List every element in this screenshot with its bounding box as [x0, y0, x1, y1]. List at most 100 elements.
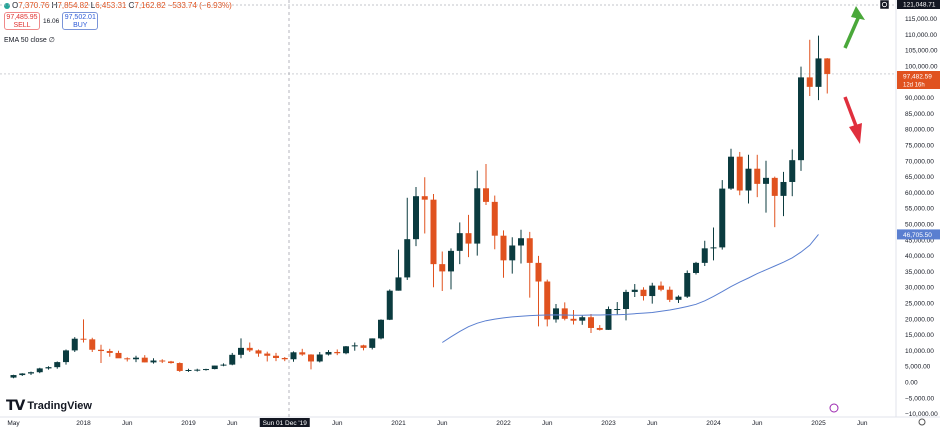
ema-price-label: 46,705.50 [903, 232, 932, 239]
candle-down [80, 338, 87, 340]
candle-up [710, 247, 717, 249]
candle-up [343, 346, 349, 354]
candle-down [115, 352, 122, 359]
y-tick-label: 30,000.00 [905, 285, 934, 292]
ohlc-close-value: 7,162.82 [134, 1, 166, 10]
candle-up [133, 357, 139, 360]
candle-up [19, 373, 26, 376]
candle-up [395, 277, 402, 291]
ohlc-low-key: L [90, 1, 96, 10]
crosshair-time-label-bg [259, 418, 310, 427]
current-price-bg [897, 71, 940, 89]
sell-button[interactable]: 97,485.95 SELL [4, 12, 40, 30]
x-tick-label: 2022 [496, 420, 511, 427]
y-tick-label: −10,000.00 [905, 411, 938, 418]
y-tick-label: 105,000.00 [905, 48, 938, 55]
x-tick-label: May [7, 420, 20, 427]
candle-up [798, 77, 804, 161]
x-tick-label: 2018 [76, 420, 91, 427]
candle-up [54, 362, 61, 368]
candle-down [465, 233, 472, 244]
candle-up [553, 308, 559, 320]
candle-up [71, 338, 78, 351]
settings-icon [879, 0, 890, 10]
red-down-arrow [843, 96, 858, 127]
candle-up [28, 372, 34, 374]
candle-down [299, 352, 306, 355]
x-tick-label: Jun [227, 420, 238, 427]
trade-panel: 97,485.95 SELL 16.06 97,502.01 BUY [4, 12, 99, 30]
candle-down [483, 188, 489, 202]
candle-down [246, 347, 253, 351]
candle-down [491, 201, 498, 236]
candle-down [658, 285, 664, 290]
candle-down [141, 357, 148, 363]
candle-up [509, 245, 516, 261]
candle-up [815, 58, 822, 87]
x-tick-label: 2025 [811, 420, 826, 427]
candle-down [561, 308, 568, 319]
candle-up [789, 160, 796, 182]
y-tick-label: 55,000.00 [905, 206, 934, 213]
x-tick-label: Jun [857, 420, 868, 427]
candle-down [273, 355, 279, 358]
candle-down [806, 77, 813, 87]
y-tick-label: 110,000.00 [905, 32, 937, 39]
indicator-legend[interactable]: EMA 50 close ∅ [4, 36, 55, 44]
candle-down [588, 317, 594, 328]
status-dot-icon [4, 2, 10, 9]
candle-up [325, 351, 332, 355]
x-tick-label: Jun [542, 420, 553, 427]
candle-up [579, 317, 586, 321]
candle-up [63, 350, 69, 363]
candle-up [701, 248, 708, 263]
candle-up [413, 196, 419, 240]
candle-up [631, 289, 638, 292]
x-tick-label: Jun [437, 420, 448, 427]
y-tick-label: 25,000.00 [905, 301, 934, 308]
candle-up [745, 168, 752, 191]
candle-up [378, 319, 384, 339]
candle-up [404, 239, 411, 278]
candle-down [439, 264, 446, 272]
logo-text: TradingView [27, 400, 92, 412]
y-tick-label: 90,000.00 [905, 95, 934, 102]
candle-down [264, 353, 271, 356]
candle-down [535, 262, 542, 282]
y-tick-label: 35,000.00 [905, 269, 934, 276]
y-tick-label: 40,000.00 [905, 253, 934, 260]
candle-down [98, 349, 104, 352]
candle-up [203, 369, 209, 371]
candle-up [185, 369, 192, 371]
candle-up [675, 296, 682, 300]
ohlc-high-value: 7,854.82 [57, 1, 89, 10]
candle-down [159, 360, 166, 362]
buy-price: 97,502.01 [64, 14, 96, 21]
ohlc-change-value: −533.74 (−6.93%) [167, 1, 232, 10]
candle-up [351, 345, 358, 347]
candle-down [255, 350, 262, 354]
candle-up [623, 291, 629, 310]
ema-price-label-bg [897, 229, 940, 240]
ohlc-high-key: H [51, 1, 58, 10]
candle-up [36, 368, 43, 373]
x-tick-label: Jun [122, 420, 133, 427]
candle-down [168, 361, 174, 364]
buy-button[interactable]: 97,502.01 BUY [62, 12, 99, 30]
candle-up [220, 364, 227, 366]
x-tick-label: Jun [647, 420, 658, 427]
candle-down [570, 318, 577, 321]
candle-down [640, 289, 647, 297]
candle-up [150, 360, 157, 363]
ohlc-close-key: C [128, 1, 135, 10]
y-tick-label: 75,000.00 [905, 143, 934, 150]
ohlc-open-key: O [12, 1, 19, 10]
y-tick-label: 10,000.00 [905, 348, 934, 355]
green-up-arrow [843, 15, 861, 49]
red-arrow-head [849, 123, 862, 144]
spread-value: 16.06 [43, 17, 60, 25]
indicator-name: EMA 50 close [4, 37, 47, 44]
candle-up [211, 365, 218, 370]
candle-down [430, 199, 437, 265]
